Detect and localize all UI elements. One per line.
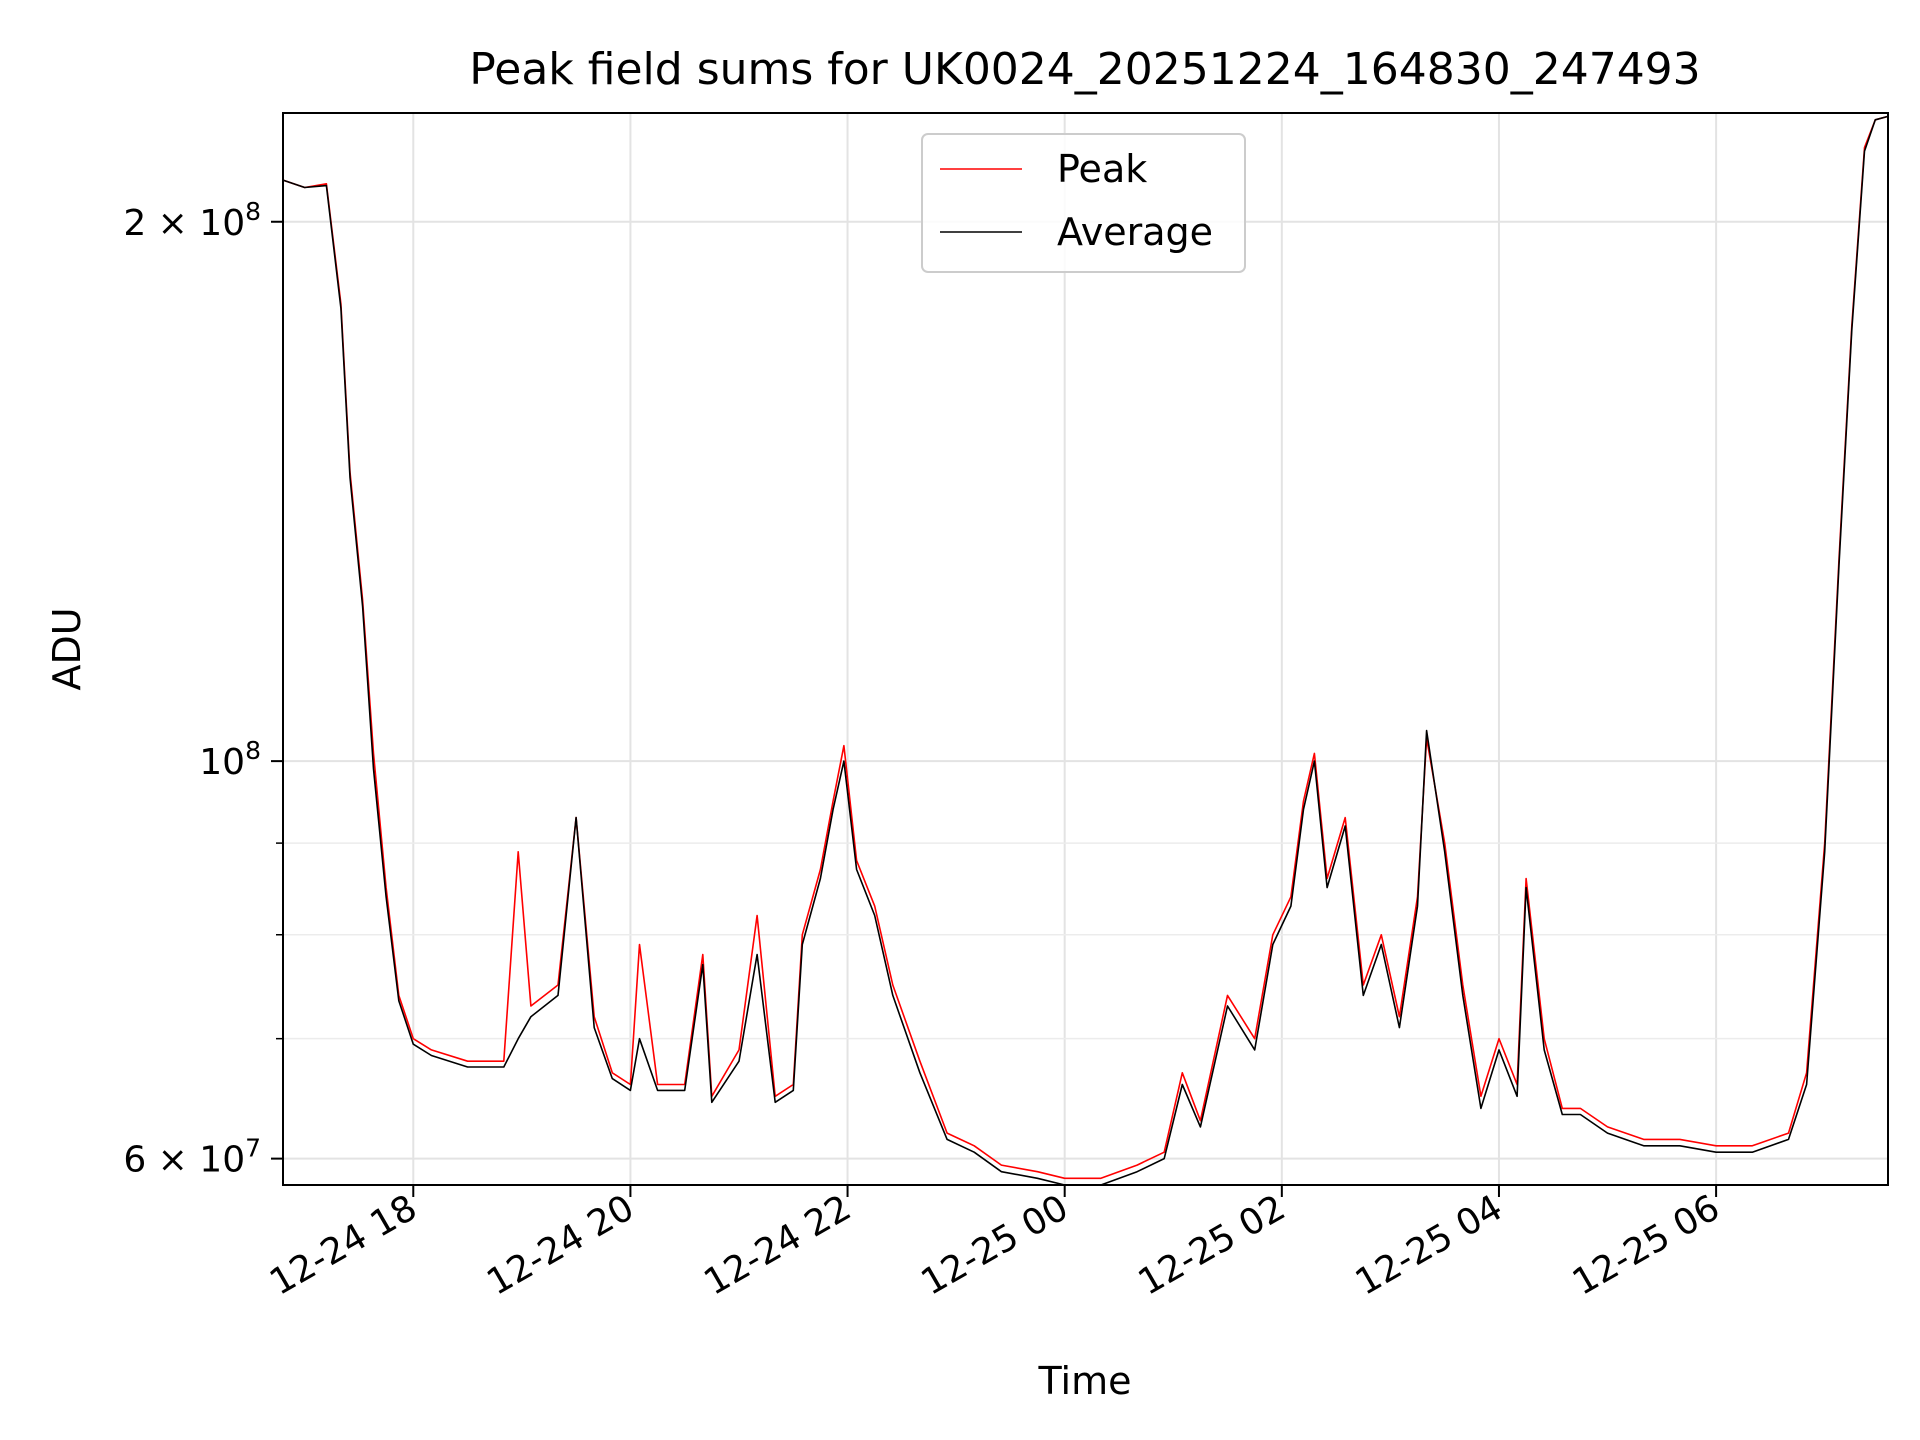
legend-label-average: Average — [1057, 210, 1213, 254]
legend-label-peak: Peak — [1057, 147, 1147, 191]
y-axis-label: ADU — [45, 607, 89, 690]
plot-frame — [282, 112, 1889, 1186]
y-tick-label: 6 × 107 — [123, 1134, 261, 1181]
legend: Peak Average — [921, 133, 1246, 273]
y-tick-label: 108 — [199, 736, 261, 783]
chart-title: Peak field sums for UK0024_20251224_1648… — [469, 44, 1700, 95]
series-line-average — [282, 115, 1889, 1186]
series-line-peak — [282, 115, 1889, 1180]
series-layer — [282, 115, 1889, 1186]
y-axis-ticks: 6 × 107 108 2 × 108 — [123, 197, 283, 1181]
y-tick-label: 2 × 108 — [123, 197, 261, 244]
x-axis-label: Time — [1038, 1359, 1132, 1403]
